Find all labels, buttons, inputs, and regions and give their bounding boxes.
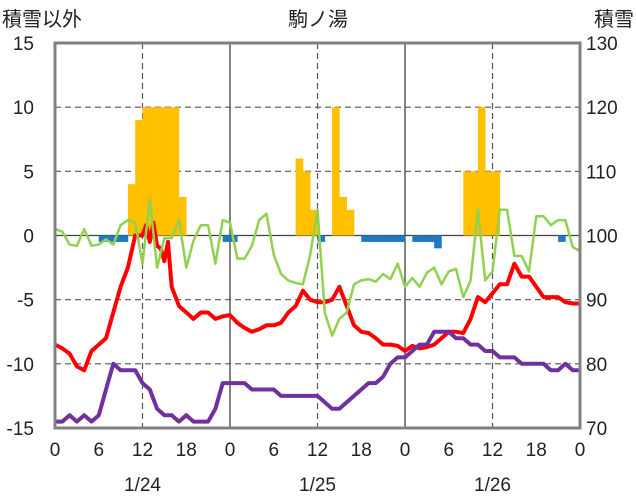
snowfall-bar bbox=[157, 107, 165, 236]
right-tick-label: 130 bbox=[586, 34, 618, 55]
snowfall-bar bbox=[178, 197, 187, 236]
snowfall-bar bbox=[426, 235, 435, 242]
snowfall-bar bbox=[127, 184, 136, 236]
snowfall-bar bbox=[310, 209, 318, 236]
x-tick-label: 18 bbox=[526, 440, 547, 461]
snowfall-bar bbox=[419, 235, 428, 242]
left-tick-label: 10 bbox=[13, 98, 34, 119]
x-tick-label: 0 bbox=[400, 440, 411, 461]
snowfall-bar bbox=[302, 171, 311, 236]
left-tick-label: 0 bbox=[23, 227, 34, 248]
snow-depth-line bbox=[55, 329, 580, 424]
snowfall-bar bbox=[171, 107, 180, 236]
day-label: 1/26 bbox=[474, 475, 511, 496]
right-axis-label: 積雪 bbox=[594, 8, 634, 31]
snowfall-bar bbox=[463, 171, 471, 236]
snowfall-bar bbox=[558, 235, 566, 242]
snowfall-bar bbox=[332, 107, 340, 236]
x-tick-label: 18 bbox=[351, 440, 372, 461]
chart-title: 駒ノ湯 bbox=[288, 8, 348, 31]
snowfall-bar bbox=[434, 235, 442, 249]
snowfall-bar bbox=[375, 235, 384, 242]
right-tick-label: 80 bbox=[586, 355, 607, 376]
snowfall-bar bbox=[477, 107, 486, 236]
wind-line bbox=[54, 198, 581, 337]
snowfall-bar bbox=[164, 107, 172, 236]
snowfall-bar bbox=[368, 235, 377, 242]
snowfall-bar bbox=[135, 120, 143, 236]
temperature-line bbox=[54, 220, 580, 373]
snowfall-bar bbox=[346, 209, 355, 236]
snowfall-bar bbox=[149, 107, 158, 236]
left-tick-label: -10 bbox=[7, 355, 34, 376]
left-tick-label: 5 bbox=[23, 162, 34, 183]
right-tick-label: 70 bbox=[586, 419, 607, 440]
snowfall-bar bbox=[397, 235, 406, 242]
snowfall-bar bbox=[222, 235, 231, 242]
left-tick-label: 15 bbox=[13, 34, 34, 55]
snowfall-bar bbox=[485, 171, 493, 236]
x-tick-label: 6 bbox=[268, 440, 279, 461]
series-lines bbox=[54, 198, 581, 424]
snowfall-bar bbox=[412, 235, 420, 242]
x-tick-label: 18 bbox=[176, 440, 197, 461]
snowfall-bar bbox=[317, 235, 326, 242]
x-tick-label: 12 bbox=[132, 440, 153, 461]
x-tick-label: 0 bbox=[575, 440, 586, 461]
right-tick-label: 100 bbox=[586, 227, 618, 248]
right-tick-label: 110 bbox=[586, 162, 616, 183]
snowfall-bars bbox=[98, 107, 566, 249]
day-label: 1/24 bbox=[124, 475, 161, 496]
x-tick-label: 12 bbox=[482, 440, 503, 461]
snowfall-bar bbox=[492, 171, 501, 236]
snowfall-bar bbox=[390, 235, 399, 242]
x-tick-label: 0 bbox=[225, 440, 236, 461]
snowfall-bar bbox=[339, 197, 347, 236]
snowfall-bar bbox=[113, 235, 121, 242]
snowfall-bar bbox=[383, 235, 391, 242]
x-tick-label: 6 bbox=[93, 440, 104, 461]
snowfall-bar bbox=[98, 235, 107, 242]
day-label: 1/25 bbox=[299, 475, 336, 496]
left-tick-label: -15 bbox=[7, 419, 34, 440]
plot-frame bbox=[53, 41, 582, 430]
left-tick-label: -5 bbox=[17, 291, 34, 312]
snowfall-bar bbox=[470, 171, 479, 236]
x-tick-label: 12 bbox=[307, 440, 328, 461]
right-tick-label: 90 bbox=[586, 291, 607, 312]
snowfall-bar bbox=[106, 235, 114, 242]
snowfall-bar bbox=[120, 235, 129, 242]
right-tick-label: 120 bbox=[586, 98, 618, 119]
left-axis-label: 積雪以外 bbox=[2, 8, 82, 31]
x-tick-label: 0 bbox=[50, 440, 61, 461]
snowfall-bar bbox=[142, 107, 151, 236]
snowfall-bar bbox=[295, 158, 304, 236]
x-tick-label: 6 bbox=[443, 440, 454, 461]
snowfall-bar bbox=[361, 235, 369, 242]
